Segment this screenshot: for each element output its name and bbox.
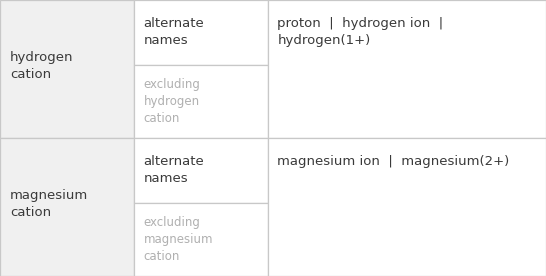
Text: hydrogen
cation: hydrogen cation [10, 51, 73, 81]
Bar [268, 0, 546, 138]
Text: proton  |  hydrogen ion  |
hydrogen(1+): proton | hydrogen ion | hydrogen(1+) [277, 17, 443, 47]
Bar [134, 138, 268, 203]
Text: excluding
magnesium
cation: excluding magnesium cation [144, 216, 213, 263]
Bar [134, 203, 268, 276]
Text: excluding
hydrogen
cation: excluding hydrogen cation [144, 78, 200, 125]
Bar [0, 138, 134, 276]
Bar [134, 65, 268, 138]
Text: magnesium ion  |  magnesium(2+): magnesium ion | magnesium(2+) [277, 155, 509, 168]
Bar [0, 0, 134, 138]
Bar [134, 0, 268, 65]
Text: alternate
names: alternate names [144, 17, 204, 47]
Text: magnesium
cation: magnesium cation [10, 189, 88, 219]
Text: alternate
names: alternate names [144, 155, 204, 185]
Bar [268, 138, 546, 276]
